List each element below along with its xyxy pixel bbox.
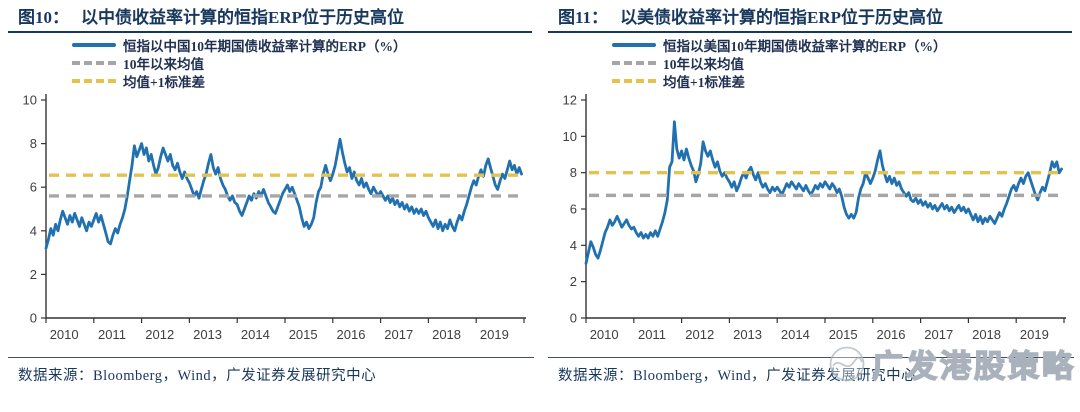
- figure-title-text: 以美债收益率计算的恒指ERP位于历史高位: [620, 8, 944, 27]
- title-underline: [548, 31, 1072, 33]
- y-tick-label: 4: [570, 238, 577, 253]
- erp-series-line: [584, 120, 1063, 265]
- x-tick-label: 2018: [432, 327, 461, 342]
- x-tick-label: 2012: [145, 327, 174, 342]
- data-source-note: 数据来源：Bloomberg，Wind，广发证券发展研究中心: [18, 368, 377, 384]
- legend-item-mean: 10年以来均值: [72, 54, 534, 72]
- y-tick-label: 0: [570, 311, 577, 326]
- x-tick-label: 2014: [241, 327, 270, 342]
- x-tick-label: 2011: [98, 327, 126, 342]
- legend-dash-swatch-gray: [72, 61, 116, 65]
- x-tick-label: 2013: [733, 327, 762, 342]
- legend-dash-swatch-gray: [612, 61, 656, 65]
- legend-dash-swatch-yellow: [612, 79, 656, 83]
- legend-dash-swatch-yellow: [72, 79, 116, 83]
- legend-item-mean-plus-std: 均值+1标准差: [72, 72, 534, 90]
- y-tick-label: 4: [30, 223, 37, 238]
- y-tick-label: 6: [30, 180, 37, 195]
- legend-item-mean: 10年以来均值: [612, 54, 1074, 72]
- figure-number: 图10：: [18, 8, 69, 27]
- x-tick-label: 2019: [1020, 327, 1049, 342]
- x-tick-label: 2017: [384, 327, 413, 342]
- figure-panel-10: 图10： 以中债收益率计算的恒指ERP位于历史高位 恒指以中国10年期国债收益率计…: [8, 5, 534, 384]
- data-source-note: 数据来源：Bloomberg，Wind，广发证券发展研究中心: [558, 368, 917, 384]
- source-divider: [8, 357, 534, 358]
- legend-item-erp-series: 恒指以中国10年期国债收益率计算的ERP（%）: [72, 36, 534, 54]
- y-tick-label: 12: [563, 93, 577, 108]
- y-tick-label: 6: [570, 202, 577, 217]
- erp-line-chart-us-bond: 0 2 4 6 8 10 12 2010 2011 2012 2013 2014 2015 2016 201…: [563, 93, 1066, 342]
- x-tick-label: 2016: [337, 327, 366, 342]
- x-tick-label: 2017: [924, 327, 953, 342]
- figure-title: 图10： 以中债收益率计算的恒指ERP位于历史高位: [8, 5, 534, 30]
- y-tick-label: 8: [30, 136, 37, 151]
- legend-line-swatch-blue: [72, 43, 116, 47]
- x-tick-label: 2014: [781, 327, 810, 342]
- y-tick-label: 10: [23, 93, 37, 108]
- figure-number: 图11：: [558, 8, 609, 27]
- x-tick-label: 2012: [685, 327, 714, 342]
- figure-panel-11: 图11： 以美债收益率计算的恒指ERP位于历史高位 恒指以美国10年期国债收益率计…: [540, 0, 1080, 412]
- legend-item-erp-series: 恒指以美国10年期国债收益率计算的ERP（%）: [612, 36, 1074, 54]
- title-underline: [8, 31, 532, 33]
- legend-label: 10年以来均值: [123, 57, 204, 72]
- source-divider: [548, 357, 1074, 358]
- x-tick-label: 2011: [638, 327, 666, 342]
- legend-item-mean-plus-std: 均值+1标准差: [612, 72, 1074, 90]
- x-tick-label: 2010: [590, 327, 619, 342]
- x-tick-label: 2019: [480, 327, 509, 342]
- y-tick-label: 2: [570, 274, 577, 289]
- legend-label: 均值+1标准差: [663, 75, 745, 90]
- x-tick-label: 2015: [289, 327, 318, 342]
- x-tick-label: 2015: [829, 327, 858, 342]
- figure-title: 图11： 以美债收益率计算的恒指ERP位于历史高位: [548, 5, 1074, 30]
- erp-line-chart-china-bond: 0 2 4 6 8 10 2010 2011 2012 2013 2014 2015 2016 2017 2…: [23, 93, 526, 342]
- erp-series-line: [44, 137, 523, 250]
- y-tick-label: 10: [563, 129, 577, 144]
- x-tick-label: 2010: [50, 327, 79, 342]
- x-tick-label: 2018: [972, 327, 1001, 342]
- x-tick-label: 2013: [193, 327, 222, 342]
- legend-label: 10年以来均值: [663, 57, 744, 72]
- legend-line-swatch-blue: [612, 43, 656, 47]
- legend-label: 均值+1标准差: [123, 75, 205, 90]
- y-tick-label: 0: [30, 311, 37, 326]
- x-tick-label: 2016: [877, 327, 906, 342]
- chart-legend: 恒指以中国10年期国债收益率计算的ERP（%） 10年以来均值 均值+1标准差: [72, 36, 534, 90]
- legend-label: 恒指以美国10年期国债收益率计算的ERP（%）: [663, 39, 947, 54]
- y-tick-label: 2: [30, 267, 37, 282]
- chart-legend: 恒指以美国10年期国债收益率计算的ERP（%） 10年以来均值 均值+1标准差: [612, 36, 1074, 90]
- y-tick-label: 8: [570, 165, 577, 180]
- figure-title-text: 以中债收益率计算的恒指ERP位于历史高位: [81, 8, 404, 27]
- legend-label: 恒指以中国10年期国债收益率计算的ERP（%）: [123, 39, 407, 54]
